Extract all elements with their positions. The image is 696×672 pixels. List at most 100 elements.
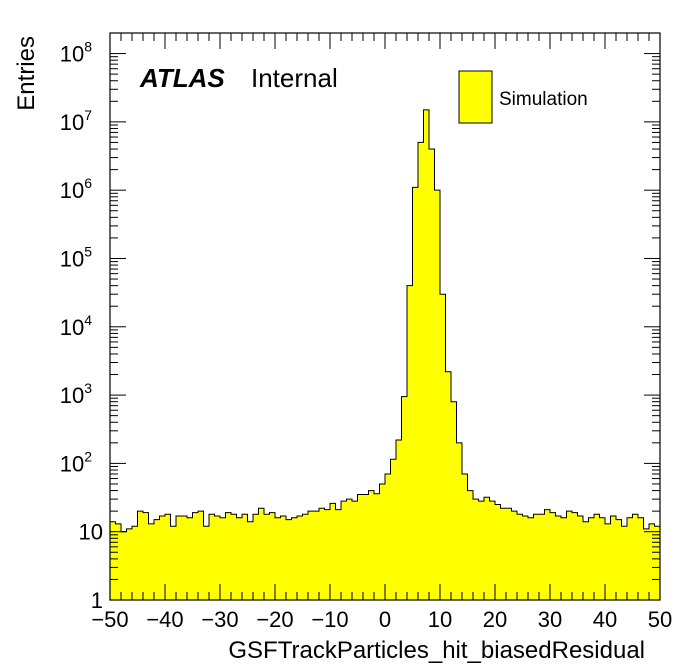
legend-swatch <box>458 70 493 124</box>
x-tick-label: 20 <box>483 607 507 632</box>
histogram-bin <box>462 473 468 600</box>
histogram-bin <box>621 526 628 600</box>
x-tick-label: −30 <box>201 607 238 632</box>
histogram-bin <box>451 401 457 600</box>
histogram-bin <box>247 521 254 600</box>
x-tick-label: −50 <box>91 607 128 632</box>
histogram-bin <box>269 512 276 600</box>
histogram-bin <box>643 528 650 600</box>
y-tick-labels: 1 10 102 103 104 105 106 107 108 <box>60 39 103 613</box>
histogram-bin <box>126 528 133 600</box>
histogram-bin <box>627 517 633 600</box>
histogram-bin <box>346 499 353 600</box>
histogram-bin <box>511 511 518 600</box>
histogram-bin <box>533 514 540 600</box>
legend-label: Simulation <box>499 89 588 110</box>
y-tick-label: 104 <box>60 312 92 340</box>
axis-ticks <box>109 32 661 601</box>
histogram-bin <box>192 512 199 600</box>
histogram-bin <box>214 515 221 600</box>
histogram-bin <box>220 517 226 600</box>
histogram-bin <box>225 512 232 600</box>
histogram-bin <box>253 514 259 600</box>
histogram-bin <box>231 514 237 600</box>
histogram-bin <box>357 494 364 600</box>
histogram-bin <box>176 515 182 600</box>
histogram-bin <box>374 493 380 600</box>
histogram-bin <box>632 514 639 600</box>
histogram-bin <box>396 440 402 600</box>
histogram-bin <box>522 515 529 600</box>
histogram-bin <box>407 285 413 600</box>
x-tick-label: 50 <box>648 607 672 632</box>
histogram-bin <box>528 517 534 600</box>
x-tick-label: 10 <box>428 607 452 632</box>
histogram-bin <box>209 514 215 600</box>
histogram-bin <box>368 490 375 600</box>
histogram-bin <box>544 509 551 600</box>
histogram-bin <box>566 511 573 600</box>
histogram-bin <box>616 519 622 600</box>
histogram-bin <box>456 442 463 600</box>
x-tick-label: −20 <box>256 607 293 632</box>
histogram-bin <box>335 509 342 600</box>
histogram-bin <box>159 515 166 600</box>
histogram-bin <box>308 511 314 600</box>
histogram-bin <box>605 523 611 600</box>
histogram-bin <box>390 459 397 600</box>
histogram-bin <box>181 515 188 600</box>
histogram-bin <box>577 515 584 600</box>
y-tick-label: 1 <box>91 588 103 613</box>
histogram-bin <box>649 523 655 600</box>
histogram-bin <box>401 396 408 600</box>
histogram-bin <box>434 190 441 601</box>
x-tick-label: −10 <box>311 607 348 632</box>
legend: Simulation <box>458 70 588 124</box>
histogram-bin <box>319 508 325 600</box>
y-tick-label: 105 <box>60 243 92 271</box>
histogram-bin <box>467 490 474 600</box>
histogram-bin <box>572 512 578 600</box>
histogram-bin <box>110 521 116 600</box>
histogram-bin <box>484 497 490 600</box>
y-tick-label: 106 <box>60 175 92 203</box>
histogram-bin <box>423 109 430 601</box>
x-tick-label: −40 <box>146 607 183 632</box>
y-tick-label: 102 <box>60 448 92 476</box>
histogram-bin <box>198 511 204 600</box>
histogram-bin <box>121 531 127 600</box>
histogram-bin <box>539 514 545 600</box>
histogram-bin <box>555 515 562 600</box>
histogram-bin <box>203 526 210 600</box>
histogram-bin <box>280 515 287 600</box>
histogram-bin <box>330 503 336 600</box>
histogram-bin <box>445 371 452 600</box>
histogram-bin <box>517 514 523 600</box>
histogram-bars <box>110 109 661 601</box>
histogram-bin <box>610 515 617 600</box>
histogram-bin <box>143 512 149 600</box>
histogram-bin <box>352 501 358 600</box>
histogram-bin <box>440 294 446 600</box>
histogram-bin <box>297 515 303 600</box>
y-tick-label: 108 <box>60 39 92 67</box>
histogram-bin <box>500 508 507 600</box>
histogram-bin <box>506 508 512 600</box>
histogram-bin <box>561 517 567 600</box>
histogram-bin <box>291 517 298 600</box>
histogram-bin <box>264 514 270 600</box>
histogram-bin <box>654 526 661 600</box>
histogram-bin <box>275 517 281 600</box>
histogram-bin <box>242 514 248 600</box>
histogram-bin <box>132 526 138 600</box>
histogram-bin <box>341 501 347 600</box>
histogram-bin <box>478 501 485 600</box>
x-tick-label: 30 <box>538 607 562 632</box>
histogram-bin <box>429 149 435 600</box>
histogram-bin <box>385 473 391 600</box>
histogram-bin <box>258 508 265 600</box>
atlas-label: ATLAS Internal <box>139 63 338 93</box>
histogram-bin <box>583 521 589 600</box>
x-axis-label: GSFTrackParticles_hit_biasedResidual <box>228 637 645 664</box>
